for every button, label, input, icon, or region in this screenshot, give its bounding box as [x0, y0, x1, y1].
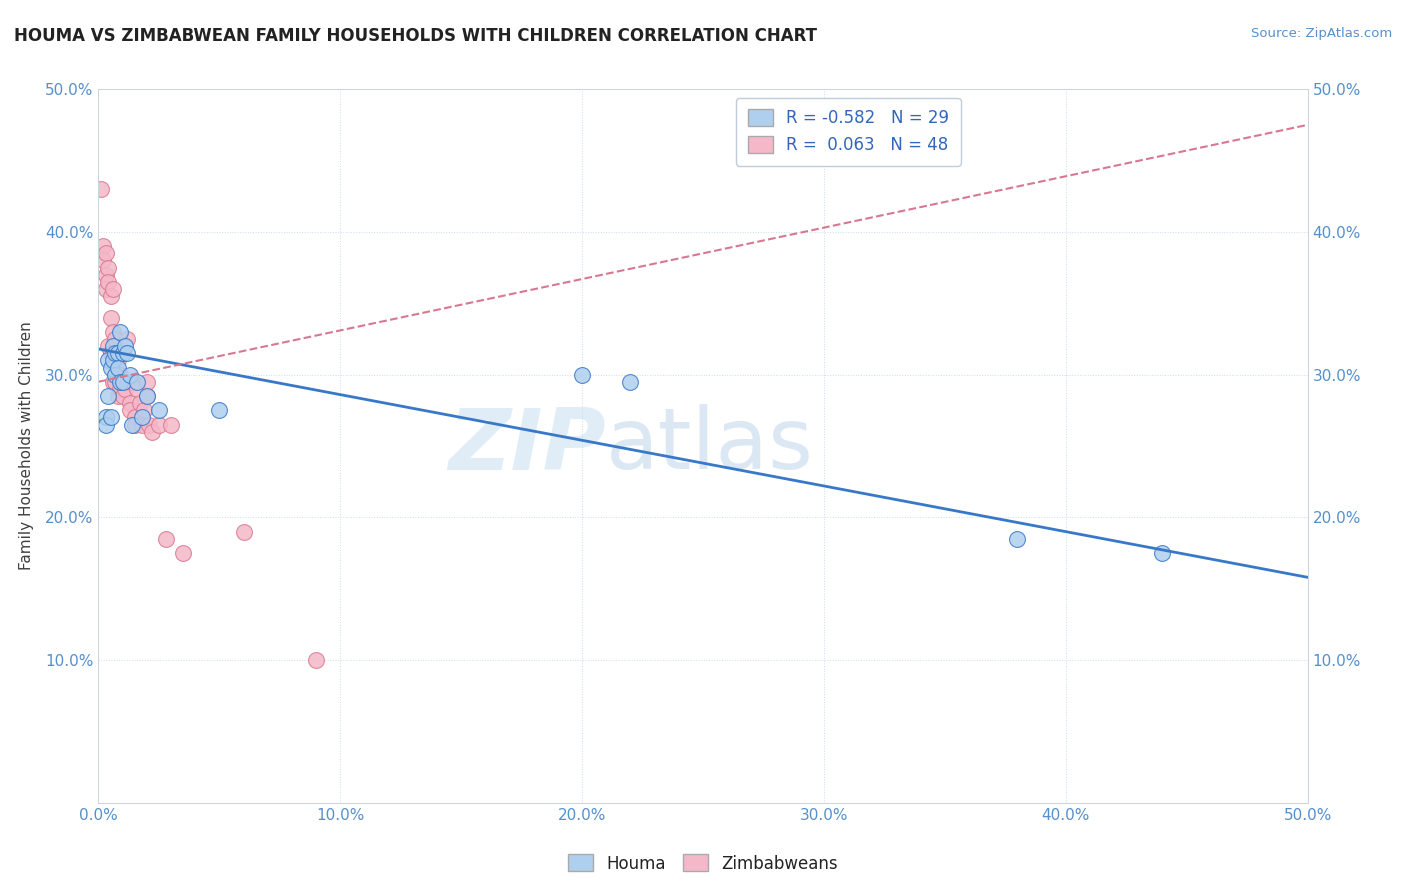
Point	[90, 182, 112, 196]
Point	[104, 368, 127, 382]
Point	[101, 282, 124, 296]
Point	[208, 403, 231, 417]
Point	[108, 382, 131, 396]
Point	[101, 353, 124, 368]
Point	[124, 410, 146, 425]
Point	[128, 396, 150, 410]
Point	[232, 524, 254, 539]
Point	[94, 410, 117, 425]
Point	[97, 260, 120, 275]
Point	[619, 375, 641, 389]
Point	[117, 332, 139, 346]
Point	[160, 417, 183, 432]
Point	[131, 410, 153, 425]
Point	[107, 353, 129, 368]
Point	[1007, 532, 1029, 546]
Point	[305, 653, 328, 667]
Text: HOUMA VS ZIMBABWEAN FAMILY HOUSEHOLDS WITH CHILDREN CORRELATION CHART: HOUMA VS ZIMBABWEAN FAMILY HOUSEHOLDS WI…	[14, 27, 817, 45]
Y-axis label: Family Households with Children: Family Households with Children	[18, 322, 34, 570]
Point	[100, 360, 122, 375]
Point	[127, 375, 149, 389]
Point	[91, 253, 114, 268]
Point	[114, 382, 136, 396]
Point	[91, 239, 114, 253]
Point	[94, 282, 117, 296]
Point	[107, 346, 129, 360]
Point	[97, 275, 120, 289]
Text: Source: ZipAtlas.com: Source: ZipAtlas.com	[1251, 27, 1392, 40]
Point	[111, 389, 134, 403]
Point	[121, 417, 143, 432]
Point	[117, 346, 139, 360]
Point	[104, 332, 127, 346]
Point	[118, 403, 141, 417]
Point	[148, 417, 170, 432]
Point	[127, 382, 149, 396]
Point	[135, 375, 157, 389]
Point	[104, 353, 127, 368]
Point	[108, 325, 131, 339]
Point	[101, 375, 124, 389]
Point	[134, 403, 156, 417]
Point	[1152, 546, 1174, 560]
Point	[97, 339, 120, 353]
Point	[101, 339, 124, 353]
Point	[108, 375, 131, 389]
Point	[135, 389, 157, 403]
Point	[138, 417, 160, 432]
Point	[100, 410, 122, 425]
Legend: Houma, Zimbabweans: Houma, Zimbabweans	[561, 847, 845, 880]
Point	[111, 375, 134, 389]
Point	[571, 368, 593, 382]
Point	[101, 325, 124, 339]
Point	[107, 389, 129, 403]
Point	[100, 310, 122, 325]
Point	[172, 546, 194, 560]
Point	[124, 417, 146, 432]
Point	[104, 375, 127, 389]
Point	[107, 368, 129, 382]
Point	[111, 346, 134, 360]
Point	[94, 268, 117, 282]
Point	[135, 389, 157, 403]
Point	[94, 246, 117, 260]
Point	[94, 417, 117, 432]
Text: atlas: atlas	[606, 404, 814, 488]
Point	[118, 368, 141, 382]
Point	[148, 403, 170, 417]
Point	[101, 346, 124, 360]
Point	[114, 375, 136, 389]
Point	[107, 360, 129, 375]
Point	[100, 289, 122, 303]
Point	[118, 396, 141, 410]
Point	[155, 532, 177, 546]
Point	[97, 353, 120, 368]
Point	[97, 389, 120, 403]
Point	[111, 375, 134, 389]
Point	[141, 425, 163, 439]
Point	[108, 368, 131, 382]
Point	[131, 417, 153, 432]
Point	[114, 339, 136, 353]
Point	[121, 375, 143, 389]
Point	[104, 346, 127, 360]
Point	[100, 346, 122, 360]
Legend: R = -0.582   N = 29, R =  0.063   N = 48: R = -0.582 N = 29, R = 0.063 N = 48	[735, 97, 960, 166]
Text: ZIP: ZIP	[449, 404, 606, 488]
